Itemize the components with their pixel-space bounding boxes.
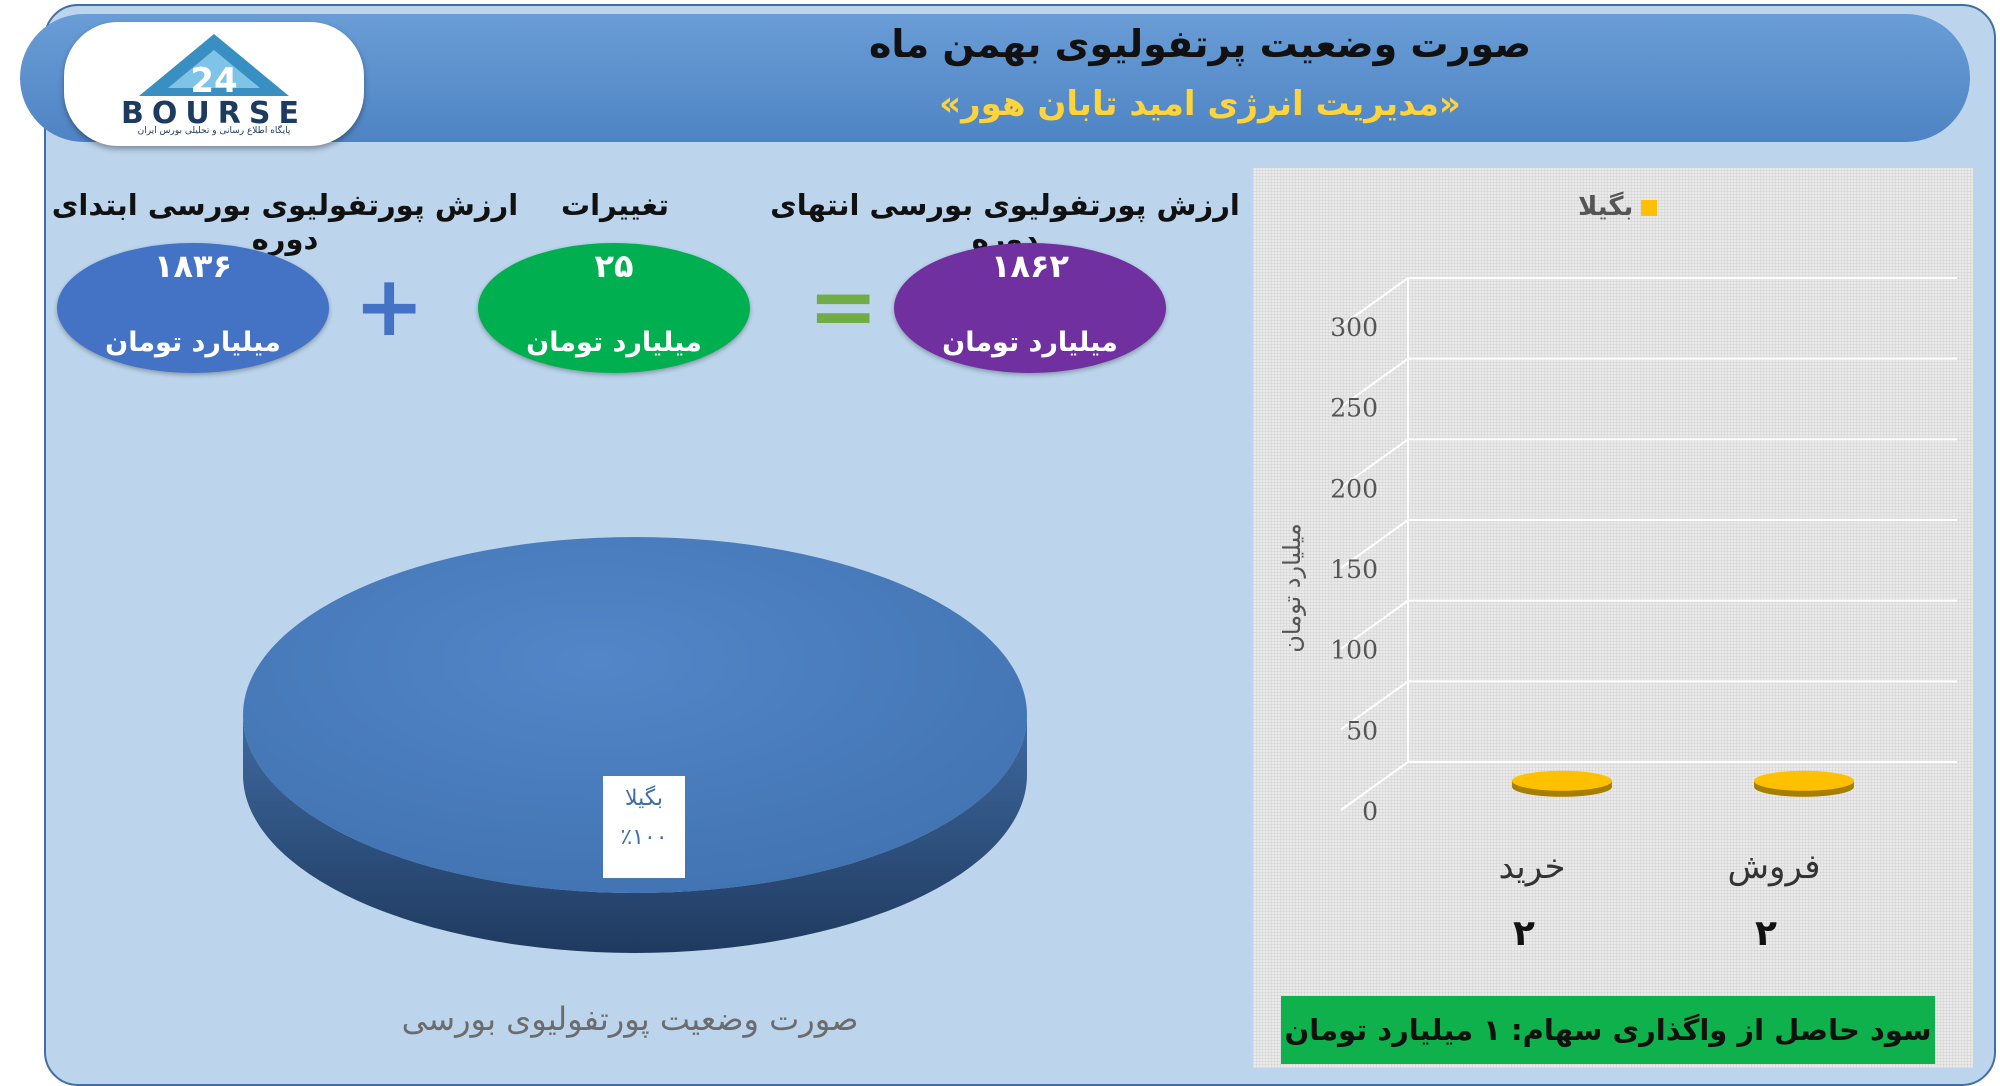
y-tick-label-0: 0 <box>1362 797 1378 826</box>
pie-data-label: بگیلا ٪۱۰۰ <box>603 776 685 878</box>
profit-banner: سود حاصل از واگذاری سهام: ۱ میلیارد توما… <box>1281 996 1935 1064</box>
gridline-depth-250 <box>1340 357 1409 408</box>
page-subtitle: «مدیریت انرژی امید تابان هور» <box>939 84 1461 124</box>
pie-slice-percent: ٪۱۰۰ <box>620 825 668 850</box>
x-value-label-0: ۲ <box>1513 913 1535 954</box>
pie-chart <box>243 537 1027 953</box>
y-tick-label-200: 200 <box>1330 474 1378 503</box>
start-value-label: ارزش پورتفولیوی بورسی ابتدای دوره <box>51 188 519 256</box>
equals-icon: = <box>808 257 879 355</box>
y-tick-label-250: 250 <box>1330 394 1378 423</box>
logo-numeral: 24 <box>190 61 237 101</box>
start-value-unit: میلیارد تومان <box>105 327 281 358</box>
change-value-label: تغییرات <box>560 188 670 222</box>
x-category-label-1: فروش <box>1728 847 1821 887</box>
page-title: صورت وضعیت پرتفولیوی بهمن ماه <box>868 22 1532 66</box>
x-category-label-0: خرید <box>1498 847 1565 887</box>
bar-1 <box>1754 770 1854 791</box>
trade-chart-panel <box>1253 168 1973 1068</box>
gridline-depth-50 <box>1340 680 1409 731</box>
gridline-depth-300 <box>1340 277 1409 327</box>
y-tick-label-50: 50 <box>1346 716 1378 745</box>
change-value-unit: میلیارد تومان <box>526 327 702 358</box>
y-axis-title: میلیارد تومان <box>1278 523 1306 652</box>
y-tick-label-100: 100 <box>1330 636 1378 665</box>
start-value: ۱۸۳۶ <box>153 247 233 285</box>
end-value-label: ارزش پورتفولیوی بورسی انتهای دوره <box>770 188 1240 256</box>
end-value: ۱۸۶۲ <box>990 247 1070 285</box>
change-value: ۲۵ <box>594 247 634 285</box>
start-value-bubble: ۱۸۳۶ میلیارد تومان <box>57 243 329 373</box>
chart-legend: بگیلا <box>1578 192 1658 222</box>
legend-series-name: بگیلا <box>1578 192 1634 222</box>
logo-tagline: پایگاه اطلاع رسانی و تحلیلی بورس ایران <box>137 126 291 136</box>
logo-word: BOURSE <box>121 96 307 131</box>
gridline-depth-0 <box>1340 761 1409 811</box>
pie-slice-side <box>243 715 1027 953</box>
gridline-depth-150 <box>1340 519 1409 569</box>
pie-slice-label: بگیلا <box>624 786 664 811</box>
end-value-bubble: ۱۸۶۲ میلیارد تومان <box>894 243 1166 373</box>
pie-slice-begila <box>243 537 1027 893</box>
bourse24-logo: 24 BOURSE پایگاه اطلاع رسانی و تحلیلی بو… <box>64 22 364 146</box>
gridline-depth-100 <box>1340 599 1409 650</box>
change-value-bubble: ۲۵ میلیارد تومان <box>478 243 750 373</box>
legend-swatch <box>1641 199 1658 216</box>
y-tick-label-300: 300 <box>1330 313 1378 342</box>
plus-icon: + <box>354 257 425 355</box>
bar-0 <box>1512 770 1612 791</box>
y-tick-label-150: 150 <box>1330 555 1378 584</box>
x-value-label-1: ۲ <box>1755 913 1777 954</box>
pie-caption: صورت وضعیت پورتفولیوی بورسی <box>401 1000 859 1038</box>
gridline-depth-200 <box>1340 438 1409 489</box>
end-value-unit: میلیارد تومان <box>942 327 1118 358</box>
logo-mountain-icon: 24 <box>139 34 289 101</box>
